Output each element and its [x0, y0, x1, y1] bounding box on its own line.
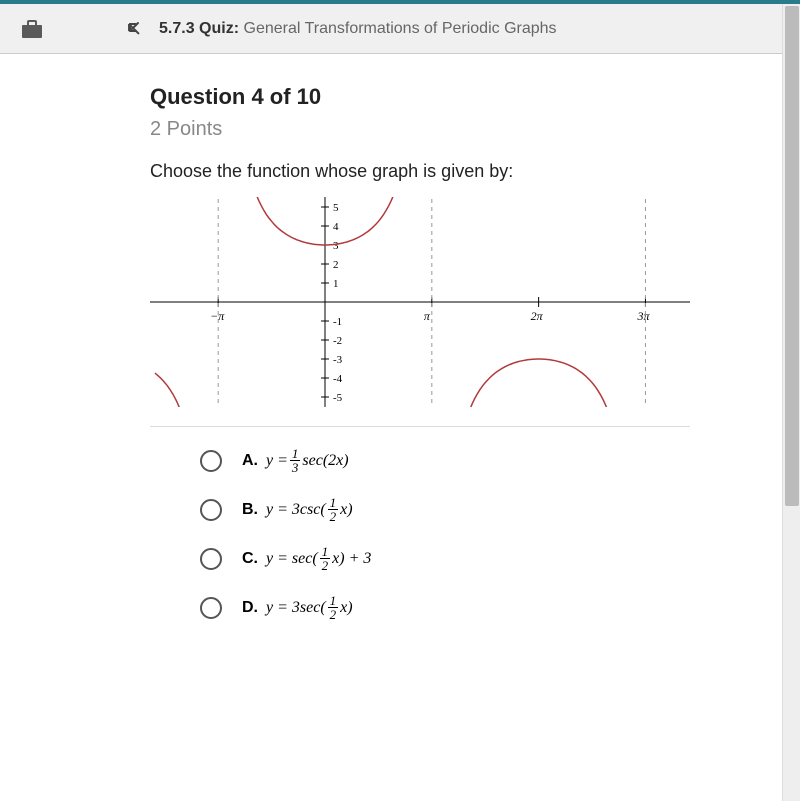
answer-choices: A. y = 13 sec(2x) B. y = 3csc( 12 x) C. … — [150, 447, 650, 621]
choice-b-formula: y = 3csc( 12 x) — [266, 496, 353, 523]
svg-text:4: 4 — [333, 221, 339, 233]
choice-c-formula: y = sec( 12 x) + 3 — [266, 545, 371, 572]
scrollbar[interactable] — [782, 4, 800, 801]
back-arrow-icon[interactable] — [124, 19, 144, 39]
content-area: Question 4 of 10 2 Points Choose the fun… — [0, 54, 800, 621]
svg-text:2π: 2π — [531, 309, 544, 323]
svg-text:π: π — [424, 309, 431, 323]
radio-b[interactable] — [200, 499, 222, 521]
svg-text:-2: -2 — [333, 335, 342, 347]
choice-b-letter: B. — [242, 501, 258, 519]
svg-text:3π: 3π — [636, 309, 650, 323]
svg-text:-3: -3 — [333, 354, 343, 366]
svg-text:-4: -4 — [333, 373, 343, 385]
radio-a[interactable] — [200, 450, 222, 472]
svg-text:-1: -1 — [333, 316, 342, 328]
choice-c[interactable]: C. y = sec( 12 x) + 3 — [200, 545, 650, 572]
graph-svg: 54321-1-2-3-4-5−ππ2π3π — [150, 197, 690, 407]
radio-c[interactable] — [200, 548, 222, 570]
svg-text:3: 3 — [333, 240, 339, 252]
section-type: Quiz: — [199, 20, 239, 37]
header-title: 5.7.3 Quiz: General Transformations of P… — [159, 20, 557, 38]
choice-b[interactable]: B. y = 3csc( 12 x) — [200, 496, 650, 523]
choice-d[interactable]: D. y = 3sec( 12 x) — [200, 594, 650, 621]
svg-text:2: 2 — [333, 259, 339, 271]
choice-d-letter: D. — [242, 599, 258, 617]
section-title: General Transformations of Periodic Grap… — [244, 20, 557, 37]
header-bar: 5.7.3 Quiz: General Transformations of P… — [0, 4, 800, 54]
question-number: Question 4 of 10 — [150, 84, 650, 110]
svg-text:5: 5 — [333, 202, 339, 214]
question-points: 2 Points — [150, 118, 650, 141]
choice-a[interactable]: A. y = 13 sec(2x) — [200, 447, 650, 474]
section-number: 5.7.3 — [159, 20, 195, 37]
radio-d[interactable] — [200, 597, 222, 619]
choice-c-letter: C. — [242, 550, 258, 568]
choice-a-letter: A. — [242, 452, 258, 470]
svg-text:1: 1 — [333, 278, 339, 290]
graph-figure: 54321-1-2-3-4-5−ππ2π3π — [150, 197, 690, 427]
choice-d-formula: y = 3sec( 12 x) — [266, 594, 353, 621]
choice-a-formula: y = 13 sec(2x) — [266, 447, 349, 474]
briefcase-icon — [20, 19, 44, 39]
svg-text:-5: -5 — [333, 392, 343, 404]
scrollbar-thumb[interactable] — [785, 6, 799, 506]
question-prompt: Choose the function whose graph is given… — [150, 161, 650, 182]
